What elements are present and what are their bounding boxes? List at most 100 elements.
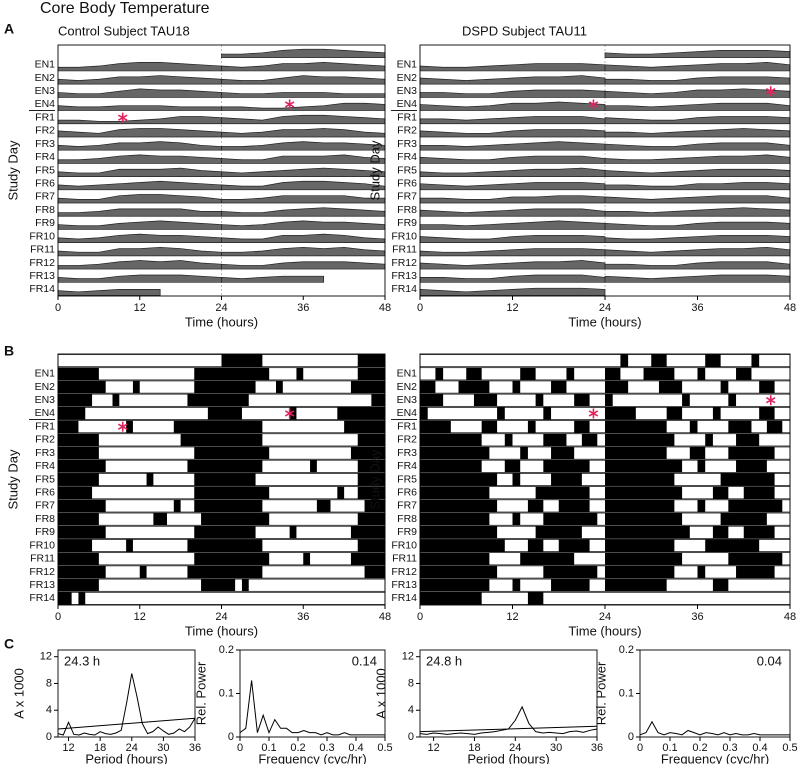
x-tick-label: 36 xyxy=(189,742,201,754)
plot-frame xyxy=(57,44,386,297)
activity-block xyxy=(58,420,79,433)
event-marker xyxy=(284,99,295,110)
x-tick-label: 48 xyxy=(784,611,796,623)
activity-block xyxy=(605,526,690,539)
activity-block xyxy=(551,380,567,394)
day-label: EN2 xyxy=(35,381,56,393)
temperature-area xyxy=(57,260,222,270)
series-line xyxy=(239,680,385,736)
activity-block xyxy=(139,565,147,579)
activity-block xyxy=(221,513,270,526)
event-marker xyxy=(588,99,599,110)
x-tick-label: 0.2 xyxy=(692,742,707,754)
activity-block xyxy=(58,499,106,513)
activity-block xyxy=(605,513,683,526)
panel-label: C xyxy=(4,636,14,652)
day-label: EN1 xyxy=(397,59,418,71)
temperature-area xyxy=(221,220,386,230)
activity-block xyxy=(350,526,385,539)
day-label: FR3 xyxy=(35,138,55,150)
y-tick-label: 0 xyxy=(46,731,52,743)
x-tick-label: 30 xyxy=(157,742,169,754)
event-marker xyxy=(117,112,128,123)
activity-block xyxy=(187,539,222,552)
activity-block xyxy=(194,380,222,394)
day-label: EN2 xyxy=(397,72,418,84)
plot-frame xyxy=(639,649,791,738)
temperature-area xyxy=(57,289,161,296)
temperature-area xyxy=(419,155,606,164)
activity-block xyxy=(497,407,505,420)
activity-block xyxy=(350,446,385,460)
day-label: EN4 xyxy=(397,407,418,419)
y-tick-label: 0 xyxy=(228,731,234,743)
activity-block xyxy=(581,433,598,446)
day-label: FR6 xyxy=(35,486,55,498)
y-axis-label: Rel. Power xyxy=(193,661,208,725)
activity-block xyxy=(551,446,575,460)
activity-block xyxy=(58,592,72,605)
day-label: FR13 xyxy=(29,579,55,591)
x-tick-label: 0 xyxy=(55,611,61,623)
activity-block xyxy=(527,539,544,552)
activity-block xyxy=(658,380,683,394)
day-label: FR10 xyxy=(391,230,417,242)
day-label: FR7 xyxy=(397,500,417,512)
activity-block xyxy=(736,433,760,446)
activity-block xyxy=(194,499,222,513)
activity-block xyxy=(58,460,106,473)
activity-block xyxy=(605,579,667,592)
x-tick-label: 12 xyxy=(427,742,439,754)
x-axis-label: Time (hours) xyxy=(185,623,258,638)
activity-block xyxy=(574,394,590,407)
event-marker xyxy=(284,408,295,419)
activity-block xyxy=(682,394,690,407)
plot-frame xyxy=(419,44,791,297)
activity-block xyxy=(221,526,256,539)
activity-block xyxy=(276,380,283,394)
activity-block xyxy=(221,354,263,367)
activity-block xyxy=(58,539,93,552)
activity-block xyxy=(112,394,120,407)
plot-frame xyxy=(57,649,196,738)
chart-title: Control Subject TAU18 xyxy=(58,23,190,38)
activity-block xyxy=(58,446,99,460)
x-tick-label: 0.1 xyxy=(261,742,276,754)
temperature-area xyxy=(57,75,222,85)
day-label: EN1 xyxy=(397,368,418,380)
activity-block xyxy=(504,460,521,473)
x-tick-label: 0.5 xyxy=(782,742,797,754)
activity-block xyxy=(759,380,775,394)
temperature-area xyxy=(604,50,791,59)
activity-block xyxy=(221,446,270,460)
day-label: FR11 xyxy=(392,244,417,256)
activity-block xyxy=(221,565,263,579)
activity-block xyxy=(728,420,752,433)
temperature-area xyxy=(221,62,386,72)
activity-block xyxy=(420,473,498,486)
x-axis-label: Time (hours) xyxy=(568,314,641,329)
x-tick-label: 0.3 xyxy=(722,742,737,754)
activity-block xyxy=(241,579,249,592)
activity-block xyxy=(574,420,590,433)
plot-frame xyxy=(419,353,791,606)
temperature-area xyxy=(419,220,606,230)
temperature-area xyxy=(57,194,222,204)
x-tick-label: 48 xyxy=(784,302,796,314)
activity-block xyxy=(194,486,222,499)
series-line xyxy=(57,717,196,730)
day-label: FR1 xyxy=(35,420,55,432)
x-axis-label: Period (hours) xyxy=(467,751,549,764)
activity-block xyxy=(316,499,331,513)
day-label: FR13 xyxy=(391,579,417,591)
activity-block xyxy=(605,394,613,407)
x-tick-label: 18 xyxy=(94,742,106,754)
day-label: EN3 xyxy=(35,85,56,97)
temperature-area xyxy=(221,167,386,177)
day-label: EN4 xyxy=(35,407,56,419)
activity-block xyxy=(303,552,311,565)
activity-block xyxy=(420,539,505,552)
series-line xyxy=(419,725,598,733)
activity-block xyxy=(221,367,270,380)
activity-block xyxy=(126,539,133,552)
